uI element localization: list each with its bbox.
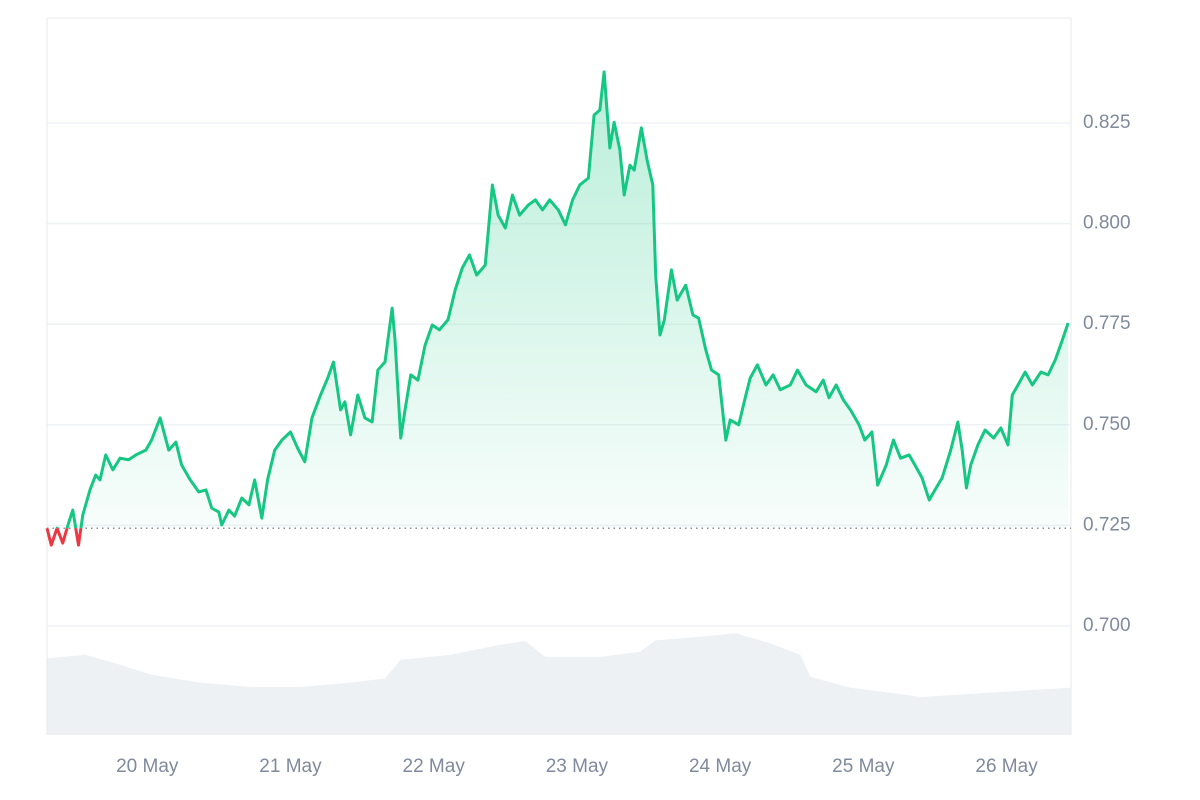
- x-tick-label: 26 May: [975, 756, 1038, 777]
- y-tick-label: 0.775: [1083, 313, 1131, 334]
- x-tick-label: 25 May: [832, 756, 895, 777]
- y-tick-label: 0.725: [1083, 514, 1131, 535]
- y-tick-label: 0.700: [1083, 615, 1131, 636]
- x-tick-label: 23 May: [546, 756, 609, 777]
- x-tick-label: 20 May: [116, 756, 179, 777]
- volume-area: [47, 633, 1071, 735]
- x-tick-label: 24 May: [689, 756, 752, 777]
- price-line-up: [47, 70, 1070, 529]
- y-tick-label: 0.800: [1083, 213, 1131, 234]
- y-tick-label: 0.825: [1083, 112, 1131, 133]
- y-tick-label: 0.750: [1083, 414, 1131, 435]
- x-tick-label: 22 May: [403, 756, 466, 777]
- x-tick-label: 21 May: [259, 756, 322, 777]
- price-area: [67, 71, 1069, 529]
